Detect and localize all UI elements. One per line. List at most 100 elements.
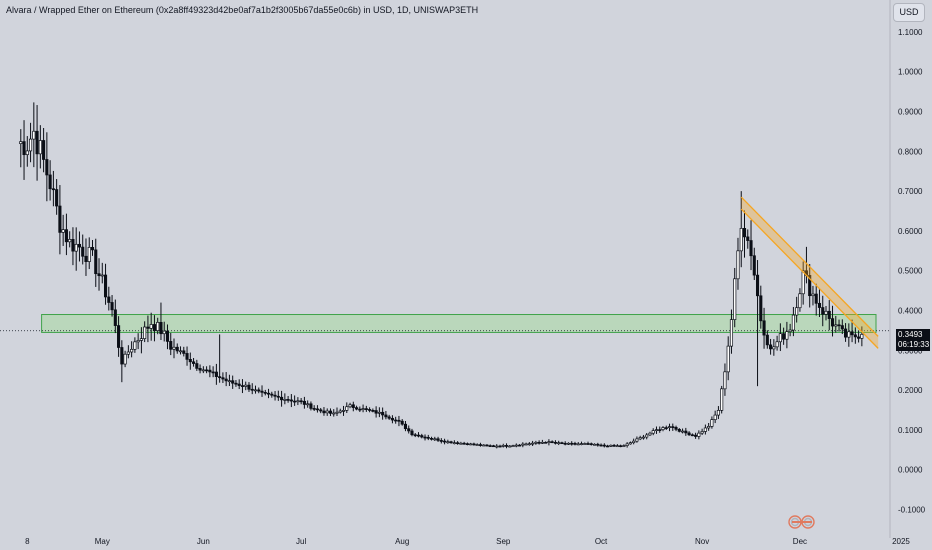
candle-body — [48, 174, 52, 190]
candle-body — [384, 414, 388, 418]
axis-layer: 1.1000 1.0000 0.9000 0.8000 0.7000 0.6000 0.50… — [25, 0, 932, 550]
currency-button[interactable]: USD — [893, 3, 925, 22]
candle-body — [654, 429, 659, 431]
candle-body — [733, 278, 737, 320]
last-price-tag: 0.3493 06:19:33 — [896, 329, 930, 351]
candle-body — [583, 443, 587, 445]
candle-body — [671, 426, 675, 428]
candle-body — [136, 340, 140, 343]
candle-body — [397, 419, 401, 422]
candle-body — [469, 443, 473, 446]
candle-body — [253, 389, 258, 392]
channel-layer[interactable] — [740, 196, 879, 349]
candle-body — [312, 408, 316, 410]
channel-fill[interactable] — [741, 197, 879, 349]
candle-body — [81, 246, 85, 257]
candle-body — [55, 189, 59, 207]
candle-body — [133, 341, 137, 350]
tradingview-logo-icon — [788, 515, 815, 529]
candle-body — [550, 441, 554, 444]
candle-body — [299, 400, 303, 403]
x-tick-label: Aug — [395, 537, 409, 546]
bar-countdown-label: 06:19:33 — [898, 340, 930, 349]
candle-body — [211, 371, 215, 374]
candle-body — [429, 437, 434, 440]
candle-body — [687, 432, 691, 436]
candle-body — [201, 369, 205, 372]
candle-body — [504, 445, 509, 447]
x-tick-label: 2025 — [892, 537, 910, 546]
candle-body — [540, 441, 544, 444]
candle-body — [335, 411, 339, 414]
last-price-label: 0.3493 — [898, 330, 923, 339]
candle-body — [736, 250, 740, 280]
candle-body — [641, 436, 645, 439]
candle-body — [280, 396, 284, 401]
candle-body — [152, 324, 156, 331]
y-tick-label: 1.1000 — [898, 28, 923, 37]
candle-body — [534, 441, 538, 444]
candle-body — [723, 371, 727, 390]
candle-body — [436, 438, 440, 441]
candle-body — [707, 426, 711, 429]
x-tick-label: Oct — [595, 537, 608, 546]
candle-body — [508, 445, 512, 448]
candle-body — [566, 442, 571, 445]
y-tick-label: 0.6000 — [898, 227, 923, 236]
candle-body — [465, 443, 469, 446]
candle-body — [860, 333, 864, 339]
candle-body — [462, 442, 466, 445]
candle-body — [596, 443, 600, 446]
candle-body — [459, 442, 463, 445]
y-tick-label: 0.7000 — [898, 187, 923, 196]
candle-body — [850, 331, 854, 336]
candle-body — [283, 399, 287, 401]
candle-body — [286, 399, 290, 401]
candle-body — [576, 443, 580, 446]
candle-body — [452, 442, 456, 445]
candle-body — [563, 442, 567, 445]
candle-body — [413, 434, 417, 437]
candle-body — [71, 239, 75, 252]
candle-body — [710, 419, 714, 427]
candle-body — [648, 432, 652, 436]
zone-layer[interactable] — [0, 314, 890, 333]
candle-body — [801, 270, 805, 295]
candle-body — [188, 359, 192, 363]
candle-body — [126, 351, 130, 355]
candle-body — [25, 150, 29, 156]
candle-body — [107, 296, 111, 303]
candle-body — [84, 255, 88, 262]
candle-layer — [19, 102, 864, 449]
candle-body — [677, 428, 681, 432]
candle-body — [840, 325, 844, 330]
candle-body — [560, 442, 564, 445]
channel-upper-line[interactable] — [740, 196, 879, 337]
candle-body — [94, 249, 98, 275]
candle-body — [433, 438, 437, 441]
candle-body — [772, 346, 776, 350]
candle-body — [390, 417, 394, 421]
candle-body — [345, 406, 349, 411]
y-tick-label: 0.2000 — [898, 386, 923, 395]
candle-body — [830, 318, 835, 327]
channel-lower-line[interactable] — [740, 208, 879, 349]
candle-body — [355, 407, 359, 410]
candle-body — [332, 412, 336, 415]
candle-body — [742, 228, 747, 238]
candle-body — [348, 404, 352, 408]
candle-body — [602, 444, 606, 447]
support-zone[interactable] — [41, 314, 877, 333]
candle-body — [713, 414, 717, 421]
price-axis-panel[interactable] — [890, 0, 932, 550]
candle-body — [117, 325, 121, 348]
candle-body — [599, 444, 603, 447]
candle-body — [198, 368, 202, 371]
candle-body — [586, 443, 590, 445]
candle-body — [29, 138, 33, 152]
candle-body — [64, 229, 68, 243]
candle-body — [726, 345, 730, 373]
candle-body — [681, 430, 685, 433]
